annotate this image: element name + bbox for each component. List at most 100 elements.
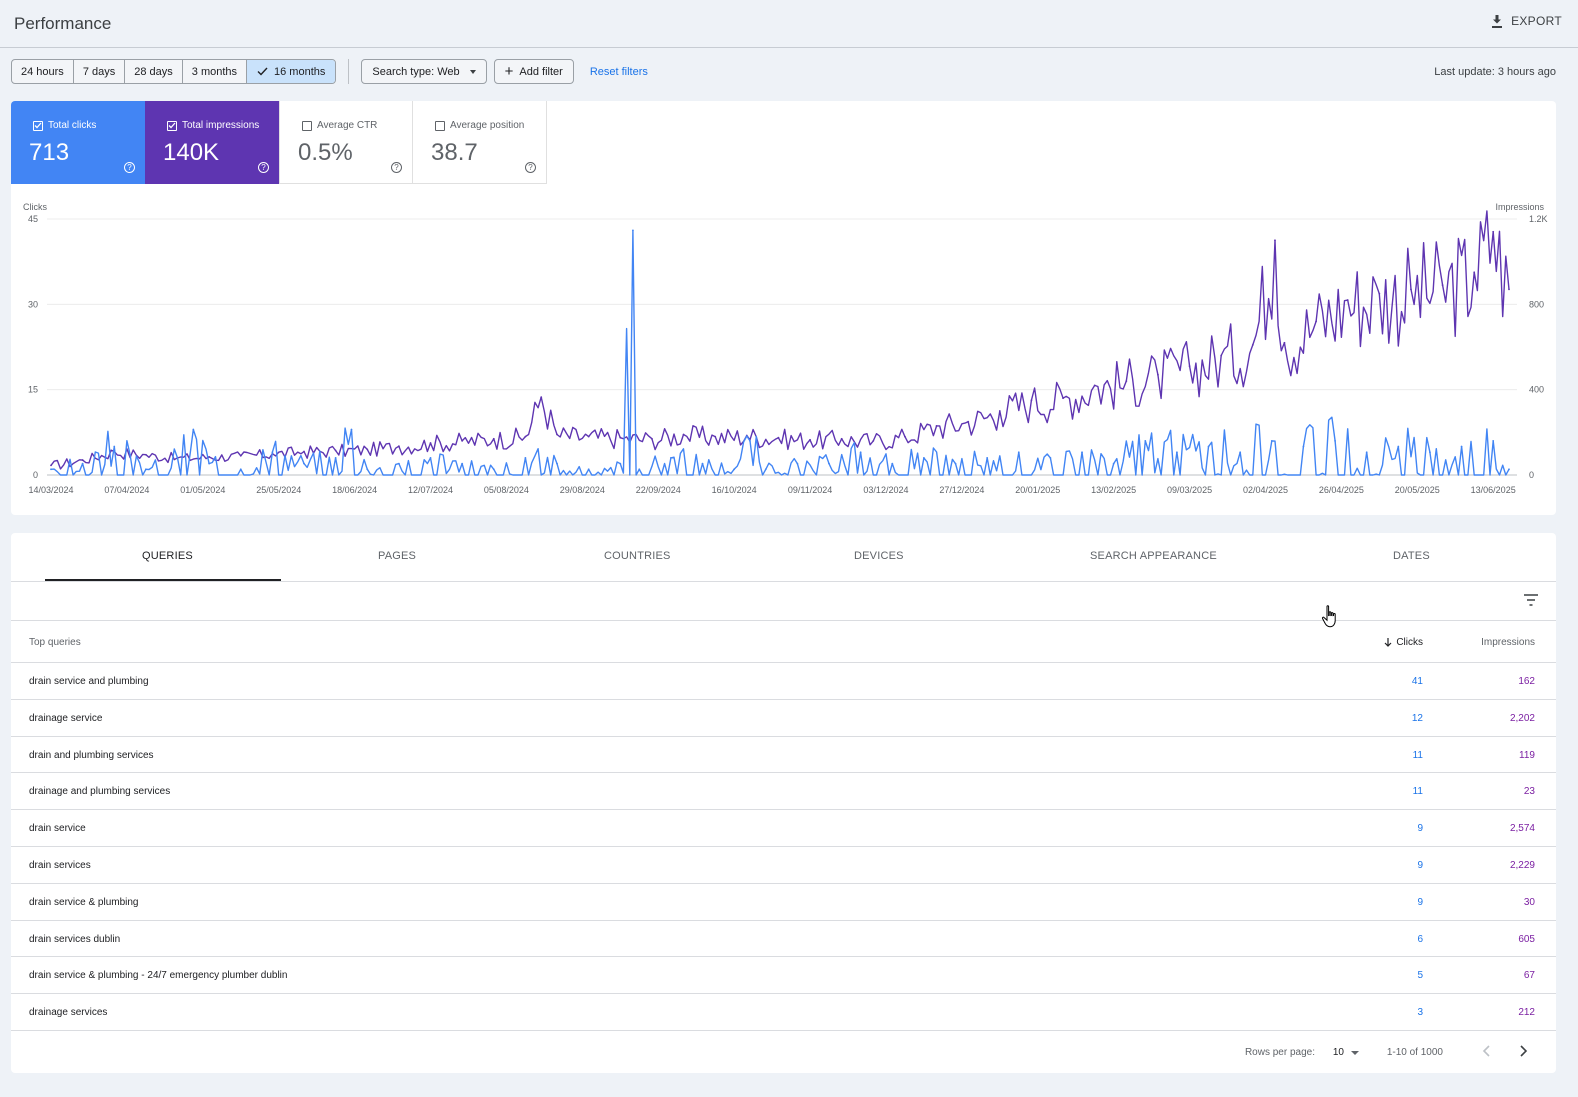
tab-countries[interactable]: COUNTRIES [604, 550, 671, 562]
metric-label: Total impressions [182, 120, 260, 131]
table-row[interactable]: drainage services 3 212 [11, 994, 1556, 1031]
data-point-impressions [524, 435, 527, 438]
check-icon [257, 67, 268, 76]
data-point-clicks [1017, 451, 1020, 454]
data-point-clicks [350, 428, 353, 431]
query-cell: drain service and plumbing [29, 676, 149, 687]
query-cell: drain services dublin [29, 933, 121, 945]
query-cell: drainage services [29, 1007, 108, 1019]
sort-arrow-down-icon [1384, 638, 1392, 647]
dropdown-caret-icon[interactable] [1351, 1051, 1359, 1055]
column-header-query[interactable]: Top queries [29, 637, 81, 648]
filter-icon[interactable] [1524, 594, 1538, 606]
data-point-clicks [1144, 439, 1147, 442]
data-point-clicks [954, 462, 957, 465]
data-point-impressions [208, 455, 211, 458]
table-row[interactable]: drain services 9 2,229 [11, 847, 1556, 884]
impressions-cell: 23 [1523, 786, 1535, 798]
x-tick-label: 29/08/2024 [560, 485, 605, 495]
data-point-impressions [1441, 284, 1444, 287]
data-point-clicks [1429, 451, 1431, 454]
metric-label: Total clicks [48, 120, 97, 131]
data-point-clicks [1508, 468, 1510, 471]
help-icon[interactable]: ? [391, 162, 402, 173]
data-point-impressions [540, 396, 543, 399]
column-header-impressions[interactable]: Impressions [1481, 637, 1535, 648]
data-point-clicks [492, 468, 495, 471]
checkbox-unchecked-icon[interactable] [302, 120, 312, 131]
y-tick-left-label: 15 [28, 385, 38, 395]
range-28-days[interactable]: 28 days [125, 60, 183, 83]
metric-label: Average position [450, 120, 525, 131]
help-icon[interactable]: ? [525, 162, 536, 173]
range-16-months[interactable]: 16 months [247, 60, 336, 83]
data-point-impressions [1410, 288, 1412, 291]
data-point-impressions [1473, 271, 1476, 274]
tab-devices[interactable]: DEVICES [854, 550, 904, 562]
tab-queries[interactable]: QUERIES [142, 550, 193, 562]
data-point-impressions [50, 464, 52, 467]
table-row[interactable]: drain service and plumbing 41 162 [11, 663, 1556, 700]
tab-dates[interactable]: DATES [1393, 550, 1430, 562]
checkbox-checked-icon[interactable] [33, 120, 43, 131]
impressions-cell: 2,574 [1509, 823, 1535, 835]
table-row[interactable]: drain services dublin 6 605 [11, 921, 1556, 958]
help-icon[interactable]: ? [258, 162, 269, 173]
table-row[interactable]: drain service 9 2,574 [11, 810, 1556, 847]
pagination-range: 1-10 of 1000 [1386, 1047, 1443, 1058]
range-7-days[interactable]: 7 days [74, 60, 126, 83]
metric-value: 38.7 [431, 139, 478, 166]
chevron-right-icon[interactable] [1518, 1044, 1528, 1058]
x-tick-label: 14/03/2024 [28, 485, 73, 495]
tab-pages[interactable]: PAGES [378, 550, 417, 562]
column-header-clicks[interactable]: Clicks [1384, 637, 1423, 648]
y-tick-right-label: 400 [1529, 385, 1544, 395]
impressions-cell: 119 [1519, 749, 1535, 761]
data-point-clicks [524, 457, 527, 459]
range-3-months[interactable]: 3 months [183, 60, 248, 83]
data-point-clicks [923, 457, 925, 459]
metric-average-position[interactable]: Average position 38.7 ? [413, 101, 547, 184]
data-point-clicks [271, 451, 274, 454]
clicks-cell: 5 [1417, 970, 1423, 982]
search-type-dropdown[interactable]: Search type: Web [361, 59, 487, 84]
data-point-clicks [1049, 457, 1052, 459]
table-row[interactable]: drainage service 12 2,202 [11, 700, 1556, 737]
data-point-impressions [303, 450, 305, 453]
metric-label: Average CTR [317, 120, 378, 131]
metric-average-ctr[interactable]: Average CTR 0.5% ? [279, 101, 413, 184]
impressions-cell: 2,229 [1509, 859, 1535, 871]
table-row[interactable]: drain service & plumbing 9 30 [11, 884, 1556, 921]
series-line-clicks [50, 229, 1510, 476]
checkbox-checked-icon[interactable] [167, 120, 177, 131]
help-icon[interactable]: ? [124, 162, 135, 173]
tab-search-appearance[interactable]: SEARCH APPEARANCE [1090, 550, 1217, 562]
performance-line-chart: Clicks Impressions 45 1.2K 30 800 15 400 0 0 14/03… [23, 202, 1548, 495]
table-pagination: Rows per page: 10 1-10 of 1000 [11, 1038, 1556, 1068]
metric-total-impressions[interactable]: Total impressions 140K ? [145, 101, 279, 184]
chevron-left-icon[interactable] [1482, 1044, 1492, 1058]
table-row[interactable]: drain service & plumbing - 24/7 emergenc… [11, 957, 1556, 995]
add-filter-button[interactable]: + Add filter [493, 59, 574, 84]
reset-filters-link[interactable]: Reset filters [589, 65, 648, 78]
x-tick-label: 25/05/2024 [256, 485, 301, 495]
y-tick-right-label: 800 [1529, 299, 1544, 309]
data-point-clicks [303, 462, 305, 465]
dropdown-caret-icon [469, 69, 476, 74]
data-point-clicks [1365, 451, 1368, 454]
impressions-cell: 2,202 [1509, 712, 1535, 724]
export-button[interactable]: EXPORT [1491, 14, 1562, 28]
table-row[interactable]: drain and plumbing services 11 119 [11, 737, 1556, 774]
x-tick-label: 18/06/2024 [332, 485, 377, 495]
checkbox-unchecked-icon[interactable] [435, 120, 445, 131]
metric-value: 713 [29, 139, 70, 166]
range-24-hours[interactable]: 24 hours [12, 60, 74, 83]
metric-total-clicks[interactable]: Total clicks 713 ? [11, 101, 145, 184]
data-point-clicks [176, 457, 179, 459]
table-body: drain service and plumbing 41 162 drainage… [11, 663, 1556, 1031]
data-point-impressions [1093, 384, 1096, 387]
rows-per-page-select[interactable]: 10 [1332, 1047, 1344, 1058]
data-point-impressions [1030, 399, 1033, 402]
table-row[interactable]: drainage and plumbing services 11 23 [11, 773, 1556, 811]
data-point-clicks [1176, 451, 1178, 454]
